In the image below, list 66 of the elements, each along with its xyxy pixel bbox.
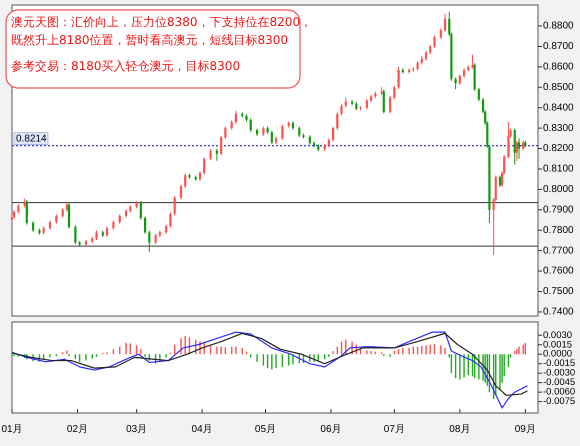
x-tick-label: 08月 [449,424,470,435]
candlestick [498,175,502,188]
candlestick [397,66,400,90]
y-tick-label: -0.0030 [543,368,576,379]
candlestick [429,44,432,55]
candlestick [332,126,334,142]
annotation: 参考交易：8180买入轻仓澳元，目标8300 [11,59,240,73]
candlestick [224,126,226,140]
y-tick-label: 0.0015 [543,339,572,350]
line-series [11,332,528,396]
candlestick [203,156,206,176]
line-series [11,332,528,409]
y-tick-label: 0.7400 [543,306,574,318]
candlestick [382,89,385,114]
x-tick-label: 03月 [126,424,148,435]
candlestick [344,97,347,108]
candlestick [165,224,168,234]
y-tick-label: 0.7800 [543,224,574,236]
x-tick-label: 05月 [254,424,276,435]
y-tick-label: 0.7900 [543,204,574,216]
candlestick [148,230,150,252]
x-tick-label: 01月 [1,424,23,435]
candlestick [458,74,461,86]
candlestick [184,172,186,188]
y-tick-label: 0.8300 [543,122,574,134]
y-tick-label: 0.8200 [543,143,574,154]
y-tick-label: -0.0060 [543,386,576,398]
x-tick-label: 07月 [384,424,405,435]
candlestick [514,128,516,166]
y-tick-label: -0.0045 [543,377,576,388]
x-tick-label: 04月 [192,424,213,435]
y-tick-label: -0.0015 [543,358,576,370]
candlestick [262,126,264,136]
y-tick-label: 0.8000 [543,184,574,196]
y-tick-label: 0.8400 [543,102,574,114]
candlestick [298,126,300,138]
y-tick-label: 0.8700 [543,41,574,52]
y-tick-label: 0.8500 [543,82,574,93]
candlestick [250,118,252,132]
candlestick [174,195,176,216]
candlestick [440,28,442,40]
candlestick [522,140,524,151]
annotation: 既然升上8180位置，暂时看高澳元，短线目标8300 [11,33,288,47]
y-tick-label: 0.8600 [543,62,574,73]
candlestick [389,95,392,114]
x-tick-label: 06月 [320,424,342,435]
candlestick [144,216,146,234]
candlestick [281,124,284,140]
y-tick-label: 0.8800 [543,20,574,32]
y-tick-label: 0.7600 [543,266,574,277]
annotation: 澳元天图：汇价向上，压力位8380，下支持位在8200， [11,15,312,29]
candlestick [336,112,338,130]
x-tick-label: 09月 [514,424,536,435]
candlestick [270,130,273,145]
x-tick-label: 02月 [66,424,88,435]
candlestick [140,200,142,220]
y-tick-label: 0.7700 [543,245,574,256]
candlestick [209,148,212,161]
y-tick-label: -0.0075 [543,396,576,408]
ref-line-label: 0.8214 [16,133,48,144]
y-tick-label: 0.8100 [543,164,574,175]
y-tick-label: 0.0030 [543,330,572,341]
candlestick [230,120,233,130]
candlestick [340,104,343,116]
y-tick-label: 0.7500 [543,286,574,298]
y-tick-label: 0.0000 [543,348,572,360]
